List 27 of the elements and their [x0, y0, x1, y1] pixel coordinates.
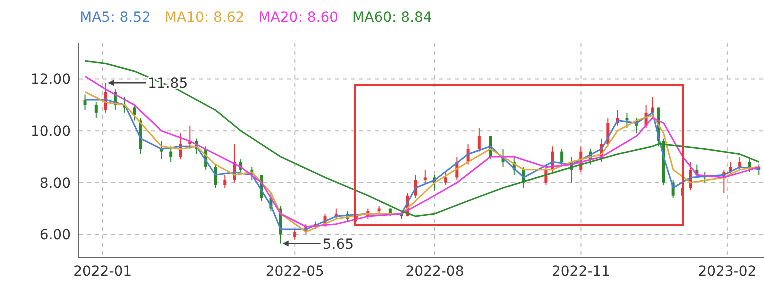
text: MA10: 8.62: [164, 10, 245, 26]
candlestick: [478, 128, 481, 152]
candlestick: [444, 172, 448, 186]
candlestick: [170, 146, 173, 163]
y-tick-label: 6.00: [40, 228, 71, 244]
text: MA5: 8.52: [80, 10, 151, 26]
y-tick-label: 12.00: [30, 72, 71, 88]
x-tick-label: 2022-11: [552, 264, 610, 280]
text: MA60: 8.84: [352, 10, 432, 26]
text: MA20: 8.60: [258, 10, 339, 26]
y-tick-label: 10.00: [30, 124, 71, 140]
x-tick-label: 2023-02: [698, 264, 757, 280]
candlestick: [748, 159, 752, 174]
candlestick: [294, 229, 297, 240]
line-series: [84, 60, 760, 218]
x-tick-label: 2022-05: [266, 264, 324, 280]
y-tick-label: 8.00: [40, 176, 71, 192]
candlestick: [224, 174, 227, 189]
candlestick: [424, 169, 427, 184]
candlestick: [626, 112, 629, 129]
x-tick-label: 2022-01: [74, 264, 132, 280]
candlestick: [84, 94, 87, 111]
annotation: 5.65: [322, 236, 354, 253]
candlestick: [738, 156, 742, 170]
candlestick: [94, 102, 98, 119]
candlestick: [560, 148, 564, 168]
x-tick-label: 2022-08: [406, 264, 464, 280]
